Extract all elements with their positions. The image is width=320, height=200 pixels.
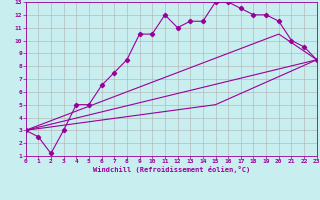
- X-axis label: Windchill (Refroidissement éolien,°C): Windchill (Refroidissement éolien,°C): [92, 166, 250, 173]
